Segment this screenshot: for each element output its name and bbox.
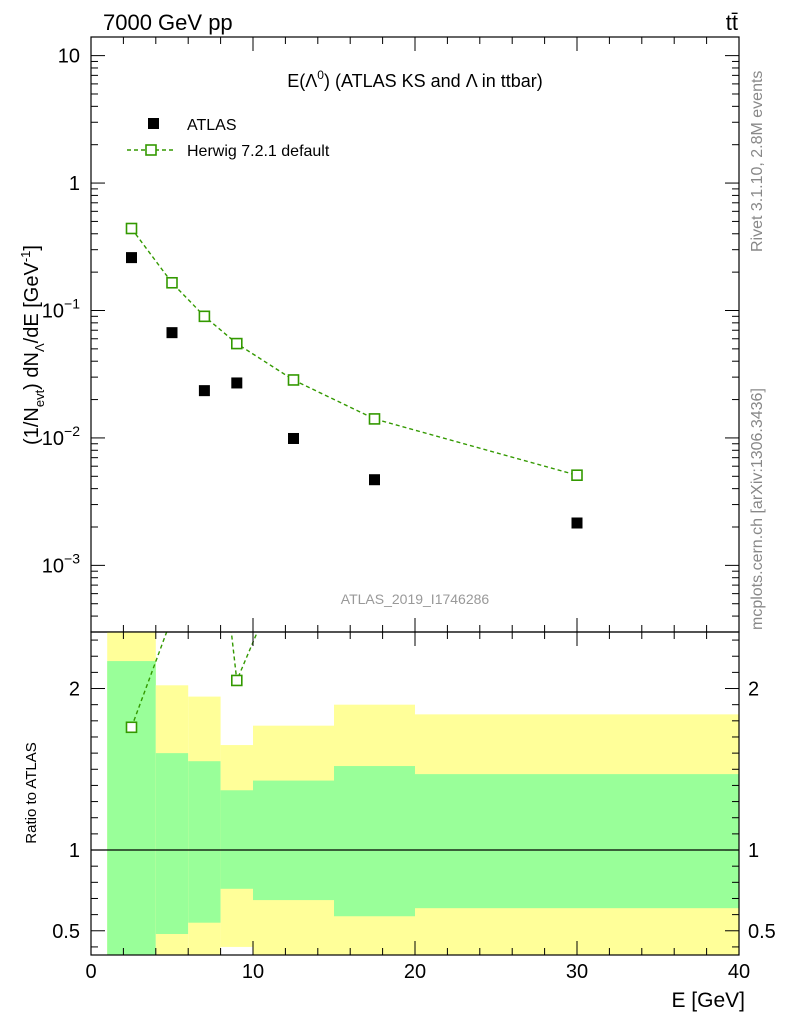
atlas-data-point — [126, 252, 137, 264]
atlas-data-point — [571, 517, 583, 529]
main-y-tick-label: 10−2 — [42, 423, 80, 450]
plot-title: E(Λ0) (ATLAS KS and Λ in ttbar) — [287, 68, 543, 91]
herwig-line — [130, 228, 578, 476]
ylabel-part-g: ] — [21, 245, 43, 251]
main-y-tick-exponent: −1 — [64, 295, 80, 311]
plot-title-prefix: E( — [287, 71, 305, 91]
ylabel-part-f: -1 — [18, 251, 33, 263]
herwig-point — [571, 469, 583, 481]
main-y-tick-label: 1 — [69, 173, 80, 195]
atlas-data-point — [369, 474, 380, 486]
ylabel-part-d: Λ — [32, 343, 47, 352]
analysis-id-label: ATLAS_2019_I1746286 — [341, 591, 490, 607]
x-tick-label: 10 — [242, 961, 264, 983]
atlas-data-point — [198, 385, 210, 397]
plot-title-symbol: Λ — [305, 71, 317, 91]
uncertainty-band-inner — [253, 780, 334, 901]
main-y-tick-base: 1 — [69, 173, 80, 195]
main-y-tick-label: 10−3 — [42, 550, 80, 577]
plot-title-superscript: 0 — [317, 68, 324, 82]
uncertainty-band-inner — [415, 774, 739, 909]
main-y-tick-base: 10 — [42, 555, 64, 577]
legend-atlas-label: ATLAS — [187, 117, 237, 134]
ratio-y-tick-label-left: 2 — [69, 679, 80, 701]
herwig-point — [287, 374, 300, 386]
main-y-tick-exponent: −2 — [64, 423, 80, 439]
main-y-tick-base: 10 — [42, 428, 64, 450]
header-left-label: 7000 GeV pp — [103, 10, 233, 35]
x-tick-label: 30 — [566, 961, 588, 983]
x-tick-label: 0 — [85, 961, 96, 983]
atlas-data-point — [288, 432, 299, 444]
herwig-point — [198, 310, 211, 323]
main-y-tick-base: 10 — [58, 46, 80, 68]
ylabel-part-a: (1/N — [21, 407, 43, 445]
ylabel-part-e: /dE [GeV — [21, 262, 43, 344]
ylabel-part-c: ) dN — [21, 352, 43, 390]
uncertainty-band-inner — [107, 661, 156, 955]
herwig-point — [231, 337, 243, 350]
main-y-tick-base: 10 — [42, 300, 64, 322]
legend-herwig-marker — [145, 144, 157, 156]
uncertainty-band-inner — [188, 761, 221, 923]
legend: ATLAS Herwig 7.2.1 default — [127, 117, 330, 160]
main-y-tick-label: 10 — [58, 46, 80, 68]
herwig-ratio-point — [231, 674, 243, 687]
herwig-ratio-line — [130, 632, 259, 728]
uncertainty-band-inner — [334, 766, 415, 917]
atlas-data-point — [166, 327, 178, 339]
ratio-y-tick-label-right: 2 — [748, 679, 759, 701]
ratio-y-axis-label: Ratio to ATLAS — [23, 742, 40, 843]
main-y-axis-label: (1/Nevt) dNΛ/dE [GeV-1] — [18, 245, 47, 445]
ratio-bands — [107, 632, 739, 955]
ratio-axes: 0.5 0.51 12 20 10 20 30 40 — [52, 631, 776, 983]
herwig-point — [368, 413, 381, 425]
ratio-y-tick-label-right: 0.5 — [748, 921, 776, 943]
herwig-point — [125, 222, 138, 235]
mcplots-site-label: mcplots.cern.ch [arXiv:1306.3436] — [749, 388, 766, 630]
main-y-tick-label: 10−1 — [42, 295, 80, 322]
herwig-ratio-point — [125, 721, 138, 734]
ratio-y-tick-label-left: 1 — [69, 840, 80, 862]
rivet-version-label: Rivet 3.1.10, 2.8M events — [749, 71, 766, 252]
atlas-data-point — [231, 377, 243, 389]
legend-atlas-marker — [148, 118, 159, 129]
x-tick-label: 20 — [404, 961, 426, 983]
ylabel-part-b: evt — [32, 389, 47, 407]
plot-title-suffix: ) (ATLAS KS and Λ in ttbar) — [324, 71, 543, 91]
herwig-point — [166, 276, 178, 289]
ratio-y-tick-label-right: 1 — [748, 840, 759, 862]
ratio-data-layer — [91, 632, 739, 851]
header-right-label: tt̄ — [726, 10, 738, 35]
uncertainty-band-inner — [155, 753, 189, 935]
x-axis-label: E [GeV] — [671, 989, 745, 1012]
ratio-plot: 0.5 0.51 12 20 10 20 30 40 Ratio to ATLAS E [Ge… — [23, 631, 776, 1012]
legend-herwig-label: Herwig 7.2.1 default — [187, 143, 330, 160]
x-tick-label: 40 — [728, 961, 750, 983]
main-y-tick-exponent: −3 — [64, 550, 80, 566]
ratio-y-tick-label-left: 0.5 — [52, 921, 80, 943]
main-data-layer — [125, 222, 583, 529]
uncertainty-band-inner — [220, 790, 253, 889]
